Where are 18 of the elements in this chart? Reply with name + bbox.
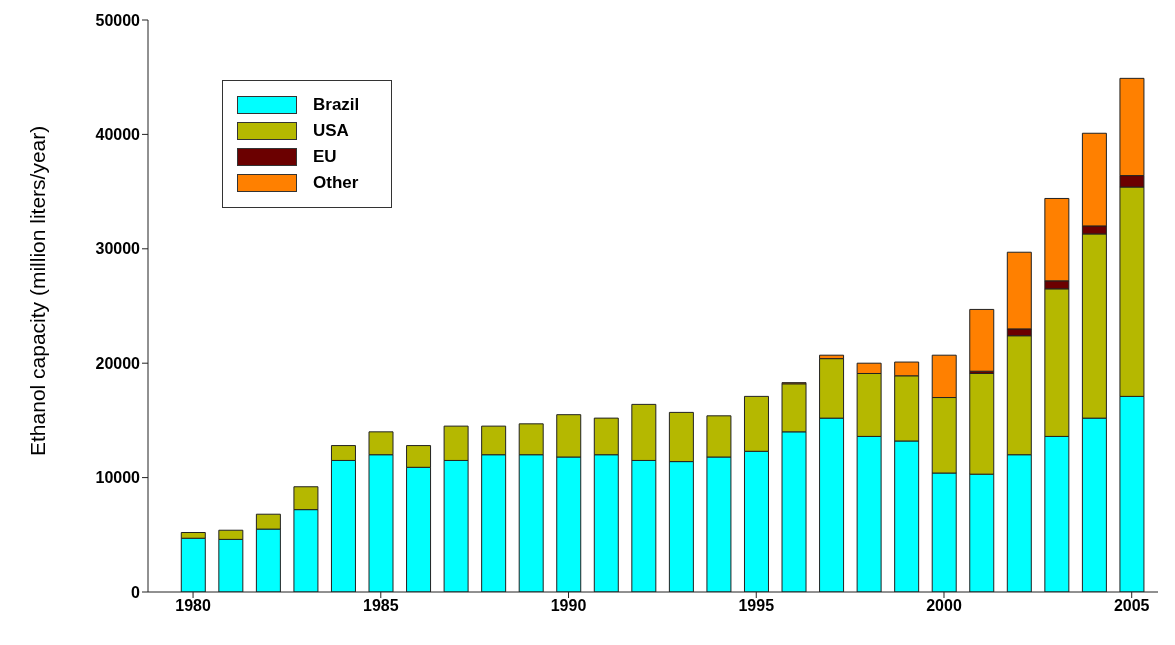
x-tick-label: 2000	[926, 597, 962, 615]
y-tick-label: 0	[131, 583, 141, 601]
legend-label: Brazil	[313, 95, 360, 115]
y-tick-label: 30000	[95, 240, 141, 258]
legend-label: Other	[313, 173, 359, 193]
y-axis-title: Ethanol capacity (million liters/year)	[26, 125, 50, 456]
x-tick-label: 1990	[550, 597, 587, 615]
bar	[969, 308, 995, 372]
x-tick-label: 2005	[1113, 597, 1150, 615]
x-tick-label: 1980	[175, 597, 211, 615]
y-tick-label: 10000	[95, 469, 141, 487]
legend-label: EU	[313, 147, 337, 167]
x-tick-label: 1995	[738, 597, 775, 615]
y-tick-label: 50000	[95, 11, 141, 29]
x-tick-label: 1985	[362, 597, 399, 615]
y-tick-label: 40000	[95, 126, 141, 144]
legend-label: USA	[313, 121, 349, 141]
y-tick-label: 20000	[95, 354, 141, 372]
